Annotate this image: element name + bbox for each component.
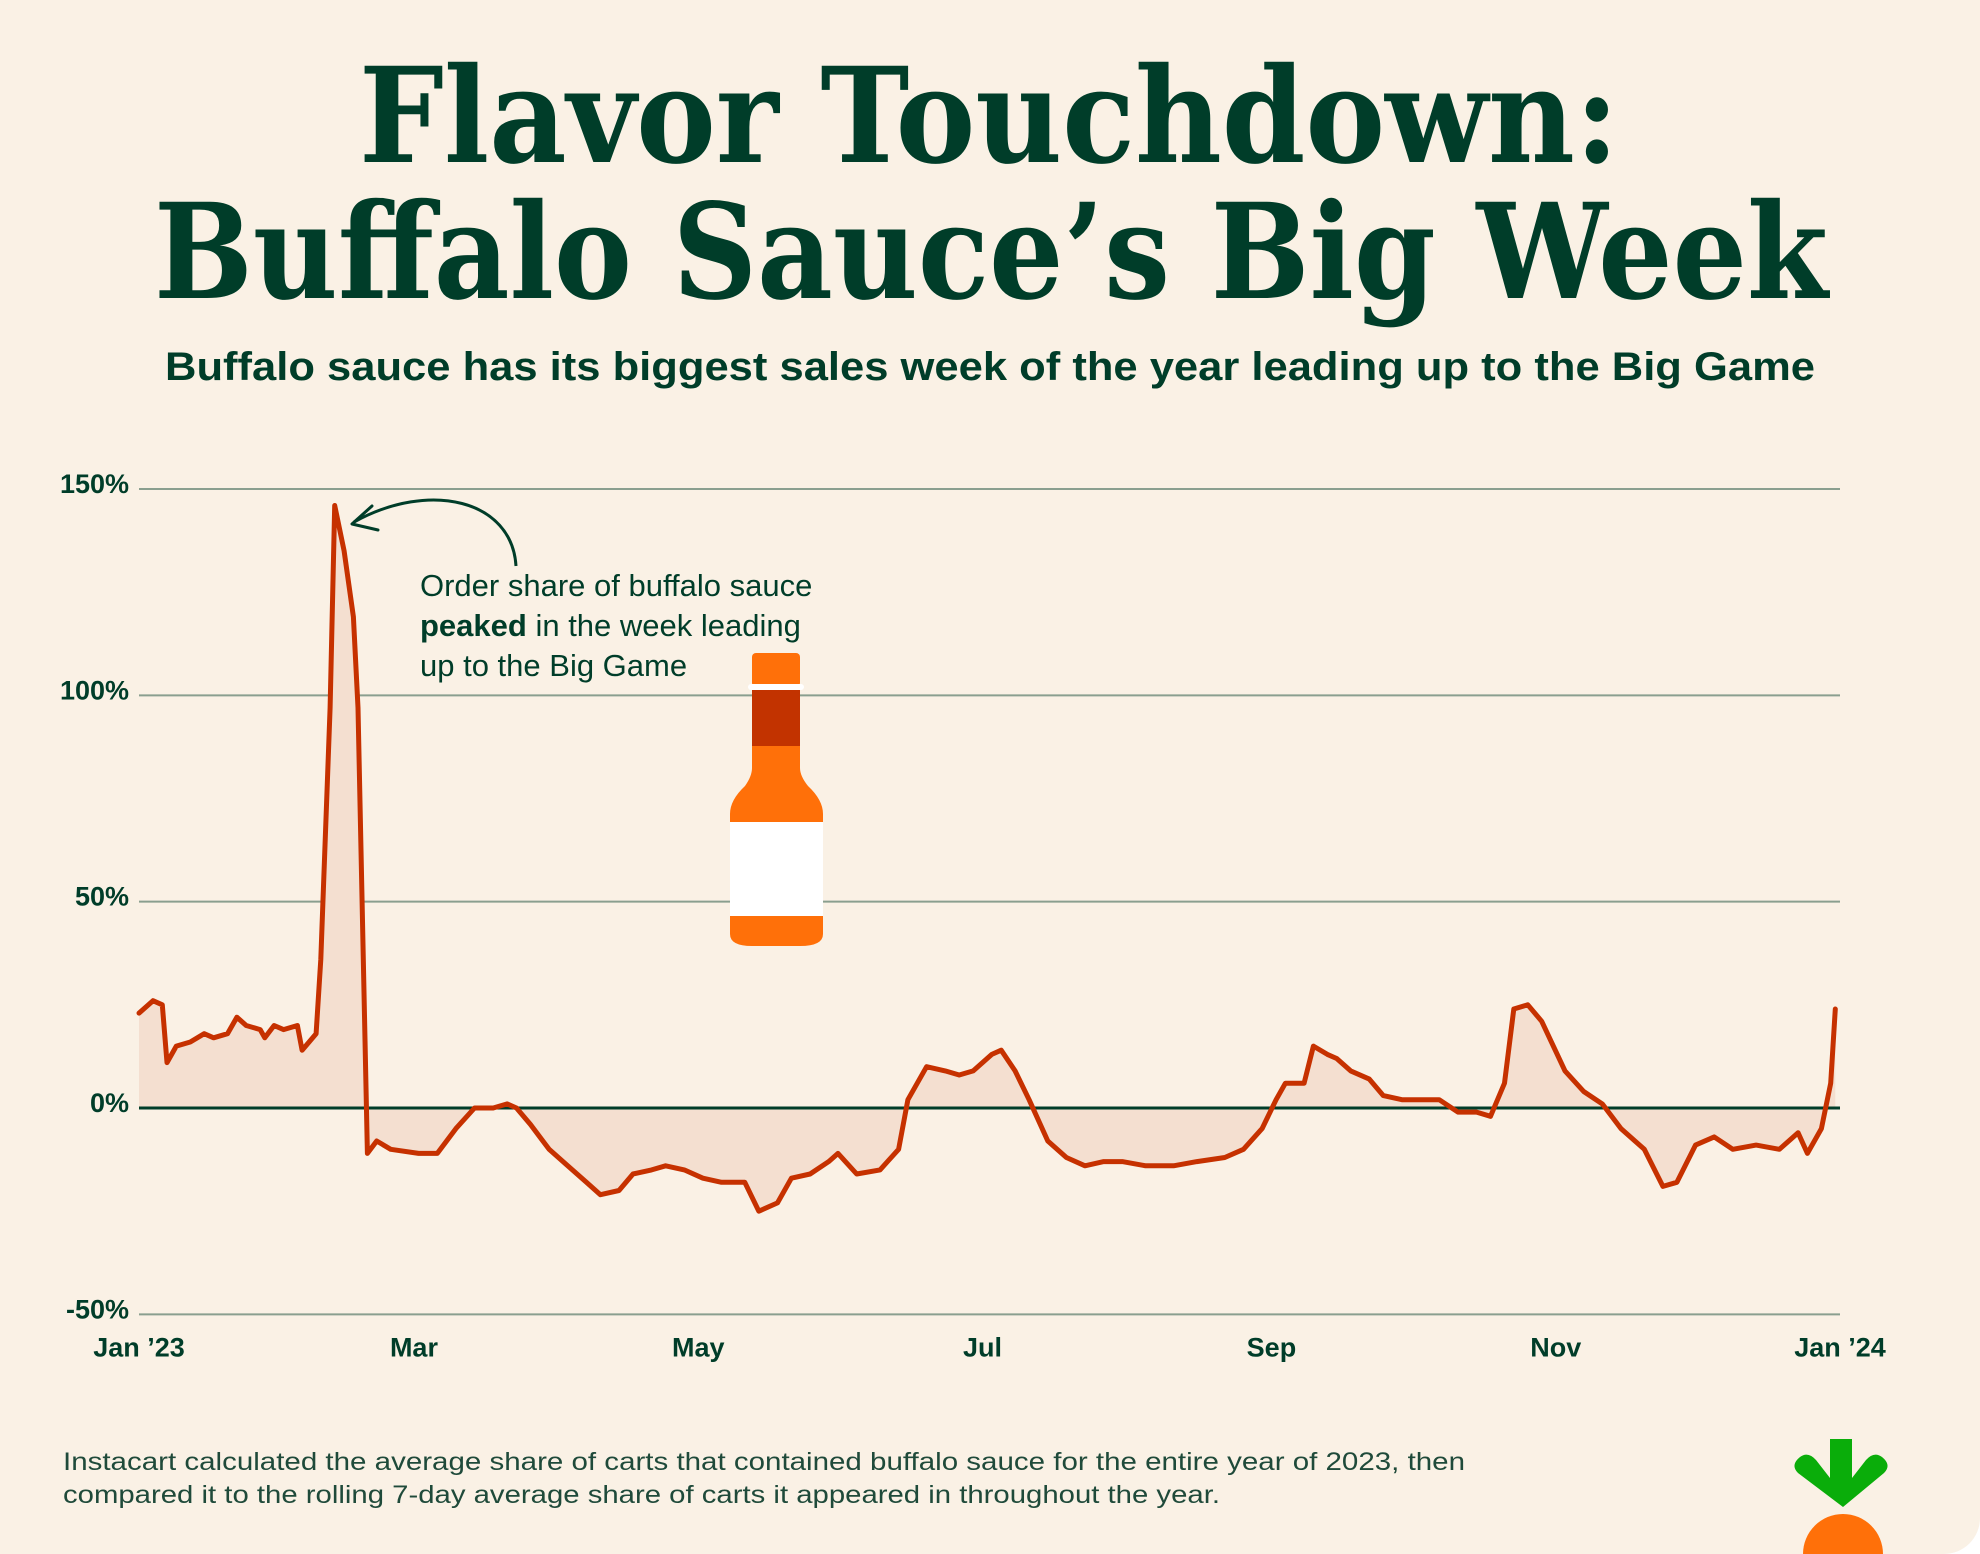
- title-line-1: Flavor Touchdown:: [359, 39, 1619, 194]
- x-tick-label: Jan ’23: [93, 1332, 185, 1362]
- annotation-line-1: Order share of buffalo sauce: [420, 568, 812, 603]
- x-tick-label: May: [672, 1332, 725, 1362]
- annotation-line-3: up to the Big Game: [420, 648, 687, 683]
- annotation-line-2: peaked in the week leading: [420, 608, 801, 643]
- y-axis: 150% 100% 50% 0% -50%: [60, 469, 129, 1324]
- footnote-line-1: Instacart calculated the average share o…: [63, 1448, 1465, 1476]
- y-tick-label: 0%: [90, 1088, 129, 1118]
- annotation-rest: in the week leading: [527, 608, 801, 643]
- subtitle: Buffalo sauce has its biggest sales week…: [165, 345, 1815, 389]
- x-tick-label: Jul: [963, 1332, 1002, 1362]
- annotation-arrow: [353, 498, 518, 567]
- gridlines: [139, 488, 1840, 1316]
- x-tick-label: Mar: [390, 1332, 439, 1362]
- y-tick-label: -50%: [66, 1294, 129, 1324]
- footnote-line-2: compared it to the rolling 7-day average…: [63, 1481, 1220, 1509]
- carrot-logo: [1794, 1439, 1888, 1554]
- x-tick-label: Jan ’24: [1794, 1332, 1886, 1362]
- y-tick-label: 100%: [60, 675, 129, 705]
- y-tick-label: 150%: [60, 469, 129, 499]
- y-tick-label: 50%: [75, 882, 129, 912]
- x-axis: Jan ’23 Mar May Jul Sep Nov Jan ’24: [93, 1332, 1886, 1362]
- arrow-head-icon: [350, 504, 380, 532]
- annotation-bold: peaked: [420, 608, 527, 643]
- hot-sauce-bottle-icon: [730, 653, 823, 946]
- annotation: Order share of buffalo sauce peaked in t…: [350, 498, 812, 683]
- x-tick-label: Nov: [1530, 1332, 1581, 1362]
- title-line-2: Buffalo Sauce’s Big Week: [154, 175, 1830, 330]
- area-fill: [139, 505, 1836, 1212]
- series-line: [136, 503, 1838, 1214]
- x-tick-label: Sep: [1247, 1332, 1297, 1362]
